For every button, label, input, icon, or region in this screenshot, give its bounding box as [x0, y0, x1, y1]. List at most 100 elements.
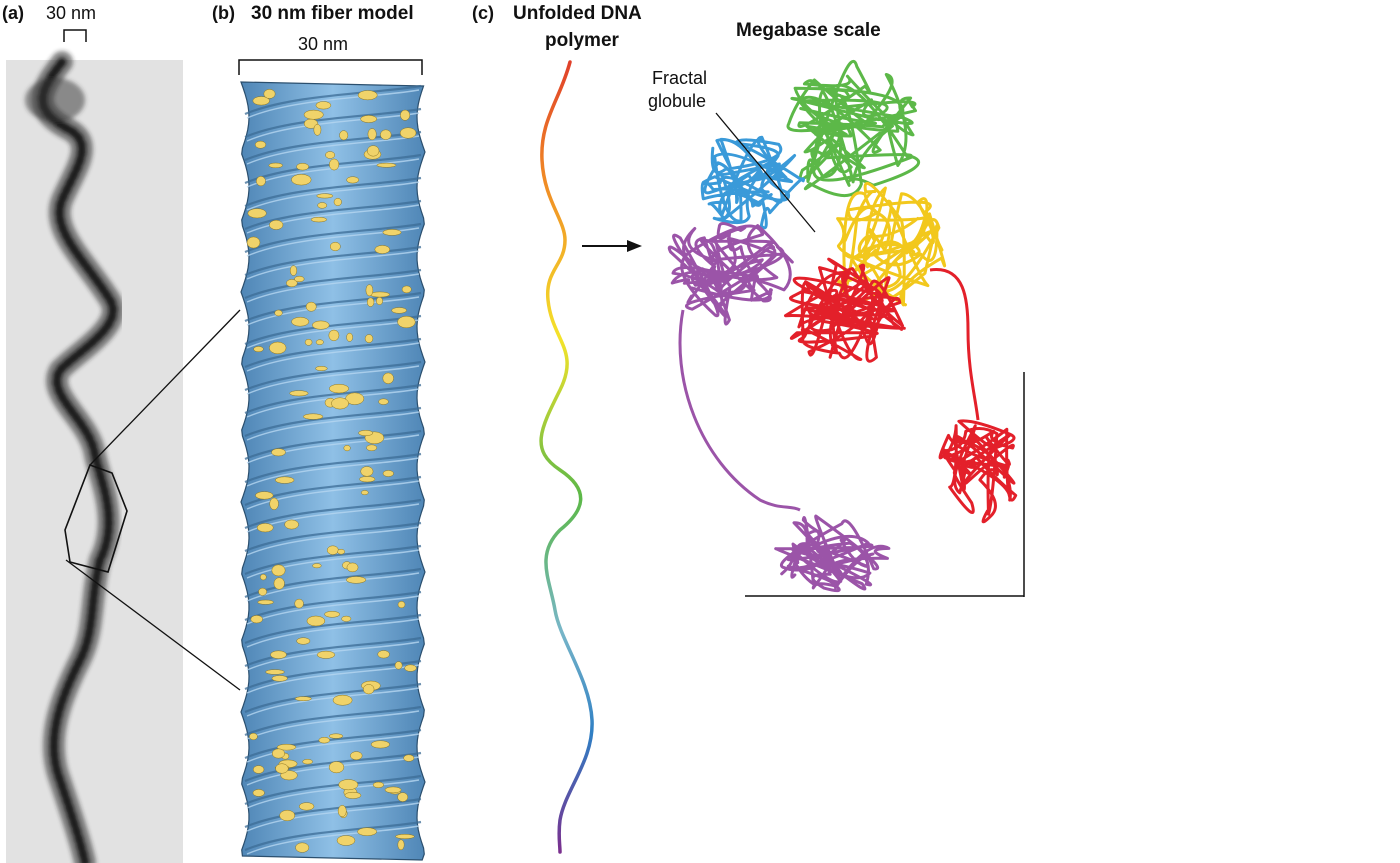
fiber-linker-patch [326, 545, 339, 555]
fiber-linker-patch [317, 202, 328, 209]
fiber-linker-patch [289, 265, 298, 276]
fiber-linker-patch [378, 398, 389, 405]
fiber-linker-patch [357, 827, 377, 836]
fiber-ridge [244, 498, 422, 530]
fiber-ridge [244, 820, 422, 852]
fiber-linker-patch [263, 89, 276, 99]
fiber-highlight [246, 296, 420, 326]
fiber-ridge [244, 429, 422, 461]
fiber-linker-patch [310, 216, 327, 223]
fiber-linker-patch [269, 341, 287, 355]
chromatin-fiber-micrograph [25, 51, 124, 863]
fiber-ridge [244, 544, 422, 576]
fiber-ridge [244, 176, 422, 208]
panel-c: (c) Unfolded DNA polymer Megabase scale … [472, 3, 1025, 854]
fiber-linker-patch [346, 562, 359, 573]
fiber-ridge [244, 199, 422, 231]
fiber-linker-patch [253, 346, 264, 353]
fiber-linker-patch [329, 158, 340, 171]
zoom-line-top [89, 309, 241, 466]
fiber-linker-patch [328, 761, 345, 774]
fiber-linker-patch [298, 802, 315, 811]
fiber-linker-patch [275, 763, 289, 774]
fiber-linker-patch [376, 162, 397, 168]
fiber-linker-patch [329, 241, 341, 252]
fiber-linker-patch [316, 193, 334, 199]
fiber-linker-patch [265, 669, 285, 675]
fiber-linker-patch [325, 151, 336, 159]
fiber-linker-patch [357, 90, 378, 101]
globule-green [786, 59, 920, 197]
fiber-highlight [246, 250, 420, 280]
fiber-linker-patch [346, 576, 367, 584]
fiber-linker-patch [331, 397, 349, 410]
fiber-linker-patch [328, 733, 344, 739]
fiber-highlight [246, 273, 420, 303]
fiber-ridge [244, 222, 422, 254]
fiber-linker-patch [332, 694, 353, 706]
fiber-linker-patch [271, 564, 286, 577]
fiber-linker-patch [359, 476, 376, 483]
unfolded-dna-polymer [539, 60, 594, 854]
fiber-ridge [244, 682, 422, 714]
fiber-ridge [244, 245, 422, 277]
fiber-highlight [246, 595, 420, 625]
fiber-linker-patch [367, 145, 380, 157]
fiber-ridge [244, 383, 422, 415]
globule-red [784, 257, 906, 363]
fiber-highlight [246, 825, 420, 855]
fiber-linker-patch [346, 176, 360, 184]
fiber-ridge [244, 521, 422, 553]
fiber-linker-patch [376, 296, 383, 306]
fiber-linker-patch [338, 779, 359, 791]
fiber-linker-patch [343, 445, 351, 452]
fiber-ridge [244, 268, 422, 300]
panel-a-scale-label: 30 nm [46, 3, 96, 23]
fiber-linker-patch [366, 444, 378, 452]
fiber-linker-patch [275, 476, 295, 484]
fiber-ridge [244, 659, 422, 691]
fiber-linker-patch [404, 664, 417, 672]
callout-leader-line [715, 112, 816, 233]
fiber-linker-patch [400, 109, 411, 121]
fiber-ridge [244, 360, 422, 392]
fiber-linker-patch [366, 297, 375, 307]
fiber-linker-patch [270, 650, 287, 659]
globule-yellow [835, 181, 947, 307]
fiber-linker-patch [303, 109, 324, 120]
fiber-highlight [246, 549, 420, 579]
fiber-linker-patch [324, 611, 340, 618]
fiber-linker-patch [313, 123, 322, 136]
fiber-ridge [244, 705, 422, 737]
fiber-linker-patch [258, 587, 267, 596]
panel-c-title-line1: Unfolded DNA [513, 3, 642, 24]
fiber-highlight [246, 388, 420, 418]
fiber-linker-patch [246, 236, 261, 249]
callout-fractal: Fractal [652, 68, 707, 88]
fiber-linker-patch [312, 563, 322, 569]
fiber-linker-patch [344, 791, 362, 799]
fiber-linker-patch [250, 615, 263, 624]
fiber-linker-patch [315, 339, 324, 345]
fiber-ridge [244, 452, 422, 484]
fiber-linker-patch [397, 792, 409, 802]
fiber-linker-patch [294, 598, 304, 609]
fiber-linker-patch [249, 732, 258, 741]
fiber-linker-patch [328, 329, 340, 342]
callout-globule: globule [648, 91, 706, 111]
panel-a-scale-bracket [63, 29, 87, 42]
panel-c-letter: (c) [472, 3, 494, 23]
panel-b: (b) 30 nm fiber model 30 nm [212, 3, 426, 861]
fiber-ridge [244, 613, 422, 645]
fiber-highlight [246, 365, 420, 395]
fiber-linker-patch [284, 519, 299, 530]
fiber-ridge [244, 590, 422, 622]
fiber-linker-patch [391, 307, 407, 314]
fiber-linker-patch [256, 176, 266, 187]
fiber-highlight [246, 227, 420, 257]
fiber-linker-patch [302, 759, 313, 765]
fiber-linker-patch [273, 577, 285, 590]
fiber-linker-patch [360, 115, 378, 123]
fiber-highlight [246, 434, 420, 464]
